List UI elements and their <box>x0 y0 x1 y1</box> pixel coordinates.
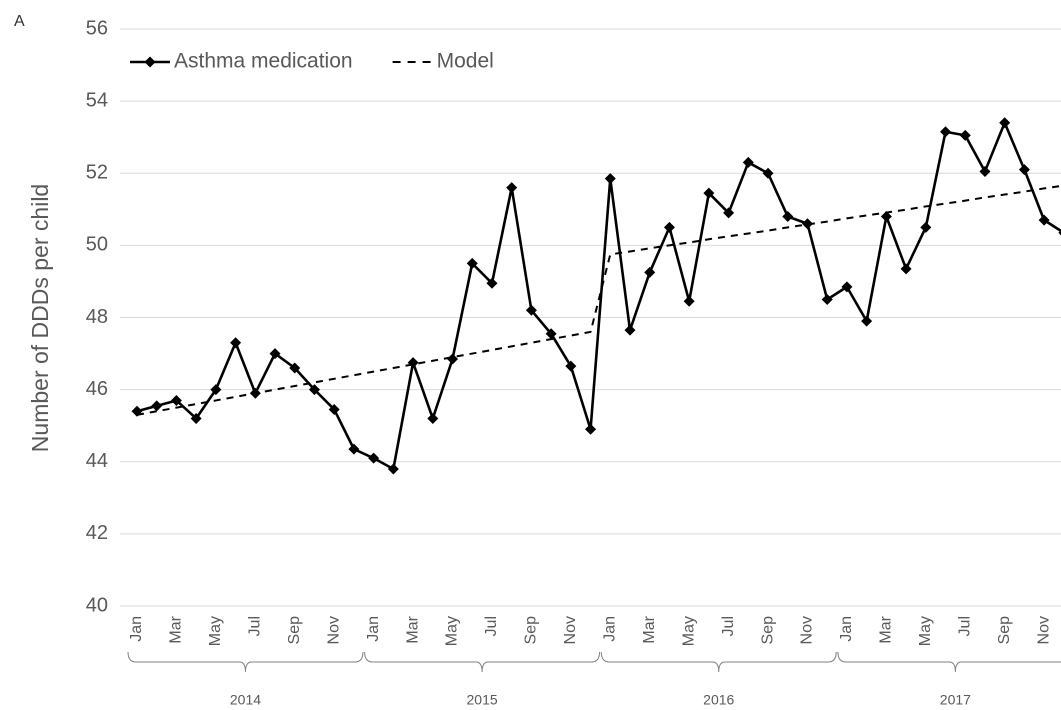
data-point <box>920 221 932 233</box>
group-bracket <box>600 651 837 673</box>
x-group-label: 2014 <box>230 692 261 708</box>
data-point <box>387 463 399 475</box>
y-axis-title: Number of DDDs per child <box>27 184 53 452</box>
data-point <box>190 412 202 424</box>
y-tick-label: 50 <box>86 234 108 256</box>
data-point <box>801 218 813 230</box>
x-tick-label: May <box>917 616 934 646</box>
data-point <box>841 281 853 293</box>
data-point <box>880 211 892 223</box>
y-tick-label: 56 <box>86 17 108 39</box>
data-point <box>308 384 320 396</box>
x-tick-label: Jul <box>247 616 264 636</box>
data-point <box>604 173 616 185</box>
data-point <box>328 403 340 415</box>
data-point <box>427 412 439 424</box>
data-point <box>545 328 557 340</box>
x-tick-label: Jul <box>483 616 500 636</box>
x-tick-label: Sep <box>523 616 540 645</box>
x-group-label: 2016 <box>703 692 734 708</box>
x-tick-label: May <box>444 616 461 646</box>
data-point <box>703 187 715 199</box>
data-point <box>269 348 281 360</box>
x-tick-label: Jan <box>128 616 145 642</box>
data-point <box>170 394 182 406</box>
data-point <box>585 423 597 435</box>
data-point <box>348 443 360 455</box>
data-point <box>368 452 380 464</box>
series-line <box>136 184 1061 416</box>
y-tick-label: 54 <box>86 89 108 111</box>
data-point <box>624 324 636 336</box>
x-tick-label: Jan <box>365 616 382 642</box>
x-tick-label: Nov <box>562 616 579 644</box>
series-line <box>136 121 1061 471</box>
legend-label: Model <box>437 50 494 73</box>
data-point <box>486 277 498 289</box>
data-point <box>1058 230 1061 236</box>
x-tick-label: Mar <box>404 615 421 643</box>
panel-label: A <box>14 13 25 30</box>
data-point <box>959 129 971 141</box>
y-tick-label: 48 <box>86 306 108 328</box>
group-bracket <box>364 651 601 673</box>
data-point <box>821 293 833 305</box>
y-tick-label: 40 <box>86 594 108 616</box>
x-tick-label: Nov <box>1035 616 1052 644</box>
data-point <box>447 353 459 365</box>
data-point <box>1018 164 1030 176</box>
x-tick-label: Nov <box>325 616 342 644</box>
y-tick-label: 42 <box>86 522 108 544</box>
data-point <box>151 400 163 412</box>
data-point <box>644 266 656 278</box>
data-point <box>742 156 754 168</box>
legend-label: Asthma medication <box>174 50 353 73</box>
data-point <box>999 117 1011 129</box>
data-point <box>466 257 478 269</box>
x-tick-label: May <box>680 616 697 646</box>
x-group-label: 2015 <box>467 692 498 708</box>
x-group-label: 2017 <box>940 692 971 708</box>
x-tick-label: Jul <box>720 616 737 636</box>
data-point <box>683 295 695 307</box>
data-point <box>289 362 301 374</box>
y-tick-label: 46 <box>86 378 108 400</box>
data-point <box>663 221 675 233</box>
data-point <box>762 167 774 179</box>
x-tick-label: Nov <box>799 616 816 644</box>
data-point <box>900 263 912 275</box>
x-tick-label: Sep <box>759 616 776 645</box>
group-bracket <box>837 651 1061 673</box>
legend-marker <box>144 56 156 68</box>
data-point <box>506 182 518 194</box>
data-point <box>723 207 735 219</box>
data-point <box>979 165 991 177</box>
x-tick-label: Jan <box>601 616 618 642</box>
x-tick-label: Mar <box>641 615 658 643</box>
data-point <box>861 315 873 327</box>
data-point <box>782 211 794 223</box>
x-tick-label: May <box>207 616 224 646</box>
y-tick-label: 44 <box>86 450 108 472</box>
x-tick-label: Mar <box>168 615 185 643</box>
x-tick-label: Jan <box>838 616 855 642</box>
x-tick-label: Jul <box>956 616 973 636</box>
y-tick-label: 52 <box>86 162 108 184</box>
data-point <box>210 384 222 396</box>
data-point <box>565 360 577 372</box>
data-point <box>230 337 242 349</box>
x-tick-label: Mar <box>878 615 895 643</box>
data-point <box>940 126 952 138</box>
x-tick-label: Sep <box>286 616 303 645</box>
data-point <box>1038 214 1050 226</box>
x-tick-label: Sep <box>996 616 1013 645</box>
group-bracket <box>127 651 364 673</box>
data-point <box>525 304 537 316</box>
data-point <box>407 357 419 369</box>
